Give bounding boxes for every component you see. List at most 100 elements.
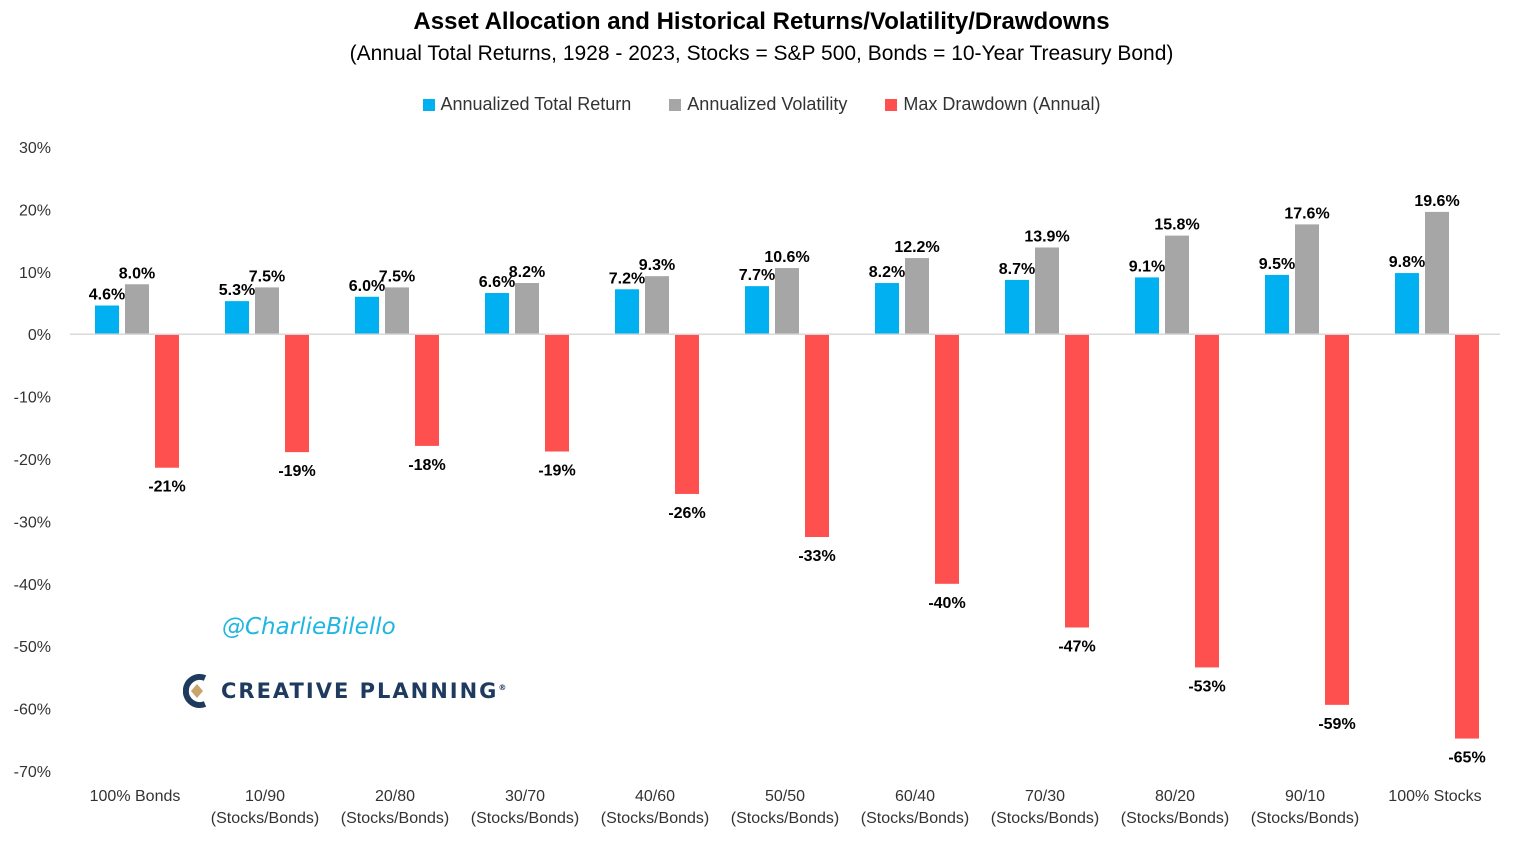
data-label-volatility: 15.8%: [1154, 217, 1199, 234]
bar-return: [225, 301, 249, 335]
legend-item-volatility: Annualized Volatility: [669, 94, 847, 115]
bar-volatility: [515, 283, 539, 335]
x-tick-label: 40/60: [635, 788, 675, 805]
chart-title: Asset Allocation and Historical Returns/…: [413, 8, 1110, 35]
data-label-return: 7.7%: [739, 267, 775, 284]
y-tick-label: -40%: [14, 577, 51, 594]
bar-volatility: [125, 284, 149, 335]
creative-planning-logo-icon: [183, 674, 207, 708]
data-label-drawdown: -33%: [798, 548, 835, 565]
data-label-drawdown: -53%: [1188, 678, 1225, 695]
x-tick-label: (Stocks/Bonds): [861, 810, 969, 827]
bar-drawdown: [545, 334, 569, 452]
data-label-volatility: 7.5%: [249, 268, 285, 285]
bar-return: [875, 283, 899, 335]
logo-name: CREATIVE PLANNING: [221, 679, 499, 703]
data-label-volatility: 12.2%: [894, 239, 939, 256]
y-tick-label: -10%: [14, 390, 51, 407]
y-tick-label: 10%: [19, 265, 51, 282]
y-tick-label: -50%: [14, 639, 51, 656]
data-label-drawdown: -65%: [1448, 750, 1485, 767]
y-tick-label: 0%: [28, 327, 51, 344]
creative-planning-logo: CREATIVE PLANNING®: [183, 674, 506, 708]
y-tick-label: -60%: [14, 702, 51, 719]
data-label-return: 9.1%: [1129, 258, 1165, 275]
y-tick-label: -30%: [14, 514, 51, 531]
legend-label-return: Annualized Total Return: [440, 94, 632, 114]
x-tick-label: (Stocks/Bonds): [341, 810, 449, 827]
y-axis: 30% 20% 10% 0% -10% -20% -30% -40% -50% -60% -70%: [14, 140, 51, 781]
x-tick-label: 100% Stocks: [1388, 788, 1481, 805]
x-tick-label: 20/80: [375, 788, 415, 805]
x-tick-label: (Stocks/Bonds): [601, 810, 709, 827]
data-label-drawdown: -40%: [928, 595, 965, 612]
legend-label-drawdown: Max Drawdown (Annual): [903, 94, 1101, 114]
bar-return: [1005, 279, 1029, 335]
data-label-volatility: 8.0%: [119, 265, 155, 282]
bar-volatility: [1165, 235, 1189, 335]
bar-drawdown: [805, 334, 829, 537]
bar-drawdown: [415, 334, 439, 446]
x-tick-label: 30/70: [505, 788, 545, 805]
bar-drawdown: [285, 334, 309, 453]
legend-swatch-drawdown: [885, 98, 898, 111]
data-label-volatility: 13.9%: [1024, 228, 1069, 245]
data-label-return: 7.2%: [609, 270, 645, 287]
bar-drawdown: [1325, 334, 1349, 705]
bar-return: [355, 296, 379, 335]
y-tick-label: 20%: [19, 202, 51, 219]
x-tick-label: (Stocks/Bonds): [1251, 810, 1359, 827]
legend-label-volatility: Annualized Volatility: [687, 94, 848, 114]
bar-drawdown: [935, 334, 959, 584]
data-label-volatility: 8.2%: [509, 264, 545, 281]
chart-subtitle: (Annual Total Returns, 1928 - 2023, Stoc…: [349, 42, 1174, 65]
data-label-drawdown: -18%: [408, 457, 445, 474]
y-tick-label: 30%: [19, 140, 51, 157]
data-label-volatility: 7.5%: [379, 268, 415, 285]
x-tick-label: (Stocks/Bonds): [991, 810, 1099, 827]
data-label-return: 8.2%: [869, 264, 905, 281]
data-label-drawdown: -21%: [148, 479, 185, 496]
logo-registered-mark: ®: [498, 683, 507, 692]
legend-item-drawdown: Max Drawdown (Annual): [885, 94, 1100, 115]
bar-drawdown: [1195, 334, 1219, 668]
bar-volatility: [645, 276, 669, 335]
legend-swatch-volatility: [669, 98, 682, 111]
bar-drawdown: [675, 334, 699, 494]
x-tick-label: (Stocks/Bonds): [731, 810, 839, 827]
x-tick-label: 60/40: [895, 788, 935, 805]
data-label-drawdown: -26%: [668, 505, 705, 522]
x-tick-label: (Stocks/Bonds): [471, 810, 579, 827]
data-label-return: 5.3%: [219, 282, 255, 299]
bar-volatility: [1295, 224, 1319, 335]
legend: Annualized Total Return Annualized Volat…: [0, 94, 1523, 115]
y-tick-label: -20%: [14, 452, 51, 469]
bar-drawdown: [1065, 334, 1089, 628]
bar-volatility: [1035, 247, 1059, 335]
data-label-volatility: 10.6%: [764, 249, 809, 266]
data-label-return: 9.8%: [1389, 254, 1425, 271]
data-label-volatility: 9.3%: [639, 257, 675, 274]
data-label-return: 4.6%: [89, 286, 125, 303]
bar-return: [615, 289, 639, 335]
bar-volatility: [1425, 211, 1449, 335]
bars: [95, 211, 1479, 739]
bar-volatility: [905, 258, 929, 335]
data-label-return: 6.6%: [479, 274, 515, 291]
x-tick-label: 70/30: [1025, 788, 1065, 805]
y-tick-label: -70%: [14, 764, 51, 781]
bar-return: [1395, 273, 1419, 335]
data-label-drawdown: -19%: [538, 463, 575, 480]
x-tick-label: (Stocks/Bonds): [1121, 810, 1229, 827]
x-tick-label: 100% Bonds: [90, 788, 181, 805]
bar-volatility: [255, 287, 279, 335]
x-tick-label: 90/10: [1285, 788, 1325, 805]
logo-text: CREATIVE PLANNING®: [221, 679, 506, 703]
data-label-drawdown: -47%: [1058, 638, 1095, 655]
bar-return: [1135, 277, 1159, 335]
bar-volatility: [775, 268, 799, 335]
bar-return: [1265, 274, 1289, 335]
x-axis: 100% Bonds 10/90 (Stocks/Bonds) 20/80 (Stock…: [90, 788, 1482, 827]
value-labels: 4.6%8.0%-21%5.3%7.5%-19%6.0%7.5%-18%6.6%…: [89, 193, 1486, 767]
